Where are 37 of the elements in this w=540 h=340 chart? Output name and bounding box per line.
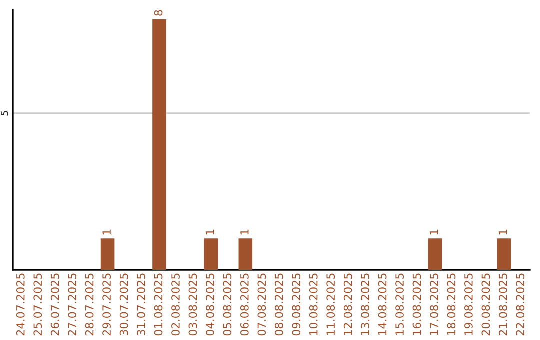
x-tick-label: 03.08.2025	[188, 274, 198, 336]
x-tick-label: 25.07.2025	[34, 274, 42, 336]
x-tick-label: 22.08.2025	[516, 274, 525, 336]
x-tick-label: 08.08.2025	[274, 274, 284, 336]
x-tick-label: 10.08.2025	[309, 274, 318, 336]
x-tick-label: 20.08.2025	[482, 274, 490, 336]
data-label: 1	[499, 230, 508, 235]
data-label: 1	[430, 230, 438, 235]
data-label: 1	[206, 230, 214, 235]
x-tick-label: 16.08.2025	[412, 274, 422, 336]
x-tick-label: 29.07.2025	[102, 274, 112, 336]
x-tick-label: 28.07.2025	[85, 274, 94, 336]
x-tick-label: 02.08.2025	[172, 274, 180, 336]
x-tick-label: 15.08.2025	[396, 274, 404, 336]
x-tick-label: 19.08.2025	[464, 274, 473, 336]
data-label: 8	[154, 10, 163, 16]
x-tick-label: 13.08.2025	[361, 274, 370, 336]
x-tick-label: 21.08.2025	[498, 274, 508, 336]
x-tick-label: 24.07.2025	[16, 274, 25, 336]
x-tick-label: 06.08.2025	[240, 274, 249, 336]
x-tick-label: 26.07.2025	[50, 274, 60, 336]
x-tick-label: 18.08.2025	[447, 274, 456, 336]
x-tick-label: 31.07.2025	[137, 274, 146, 336]
x-tick-label: 30.07.2025	[120, 274, 128, 336]
x-tick-label: 04.08.2025	[206, 274, 214, 336]
data-label: 1	[240, 230, 249, 235]
x-tick-label: 27.07.2025	[68, 274, 77, 336]
x-tick-label: 05.08.2025	[223, 274, 232, 336]
x-tick-label: 14.08.2025	[378, 274, 387, 336]
data-label: 1	[102, 230, 111, 235]
x-tick-label: 11.08.2025	[326, 274, 336, 336]
x-tick-label: 12.08.2025	[344, 274, 352, 336]
x-tick-label: 07.08.2025	[258, 274, 266, 336]
x-tick-label: 17.08.2025	[430, 274, 438, 336]
x-tick-label: 01.08.2025	[154, 274, 163, 336]
x-tick-label: 09.08.2025	[292, 274, 301, 336]
y-tick-label: 5	[1, 111, 8, 116]
